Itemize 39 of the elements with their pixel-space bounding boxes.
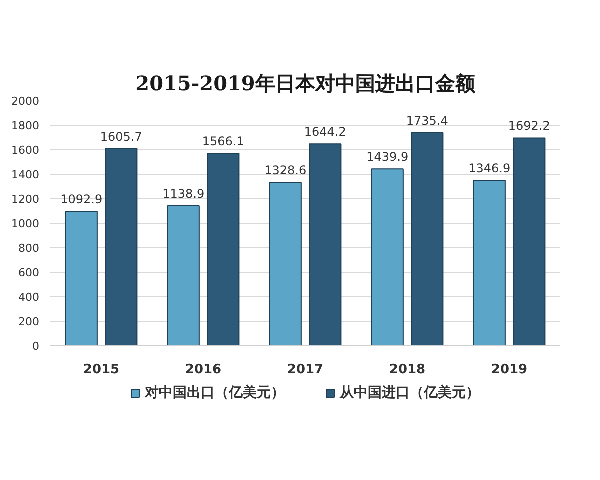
bar [65,211,98,346]
y-tick-label: 0 [32,340,40,353]
y-tick-label: 2000 [12,95,40,108]
bar [269,182,302,346]
x-tick-label: 2019 [491,362,528,378]
y-tick-label: 800 [18,242,40,255]
y-tick-label: 600 [18,266,40,280]
bar [207,153,240,346]
bar [411,132,444,346]
data-label: 1328.6 [264,164,307,178]
bar [167,205,200,346]
y-tick-label: 1000 [12,218,40,230]
x-tick-label: 2015 [83,362,120,378]
bar [371,168,404,346]
y-tick-label: 1400 [12,168,40,182]
data-label: 1138.9 [162,186,205,201]
x-tick-label: 2018 [389,362,426,378]
y-tick-label: 1800 [12,120,40,132]
x-tick-label: 2016 [185,362,222,378]
y-tick-label: 200 [18,316,40,328]
data-label: 1644.2 [304,125,346,140]
data-label: 1692.2 [508,119,550,134]
y-tick-label: 1200 [12,193,40,206]
bar [513,138,546,346]
data-label: 1346.9 [468,162,511,176]
y-tick-label: 1600 [12,144,40,157]
bar [309,144,342,346]
data-label: 1735.4 [406,114,448,128]
bar [105,148,138,346]
data-label: 1566.1 [202,134,244,149]
data-label: 1439.9 [366,150,409,164]
data-label: 1605.7 [100,130,142,144]
legend-label: 对中国出口（亿美元） [145,384,285,402]
chart-title: 2015-2019年日本对中国进出口金额 [136,72,476,96]
legend-label: 从中国进口（亿美元） [340,384,480,402]
data-label: 1092.9 [60,192,103,207]
bar [473,180,506,346]
x-tick-label: 2017 [287,362,324,378]
y-tick-label: 400 [18,291,40,304]
